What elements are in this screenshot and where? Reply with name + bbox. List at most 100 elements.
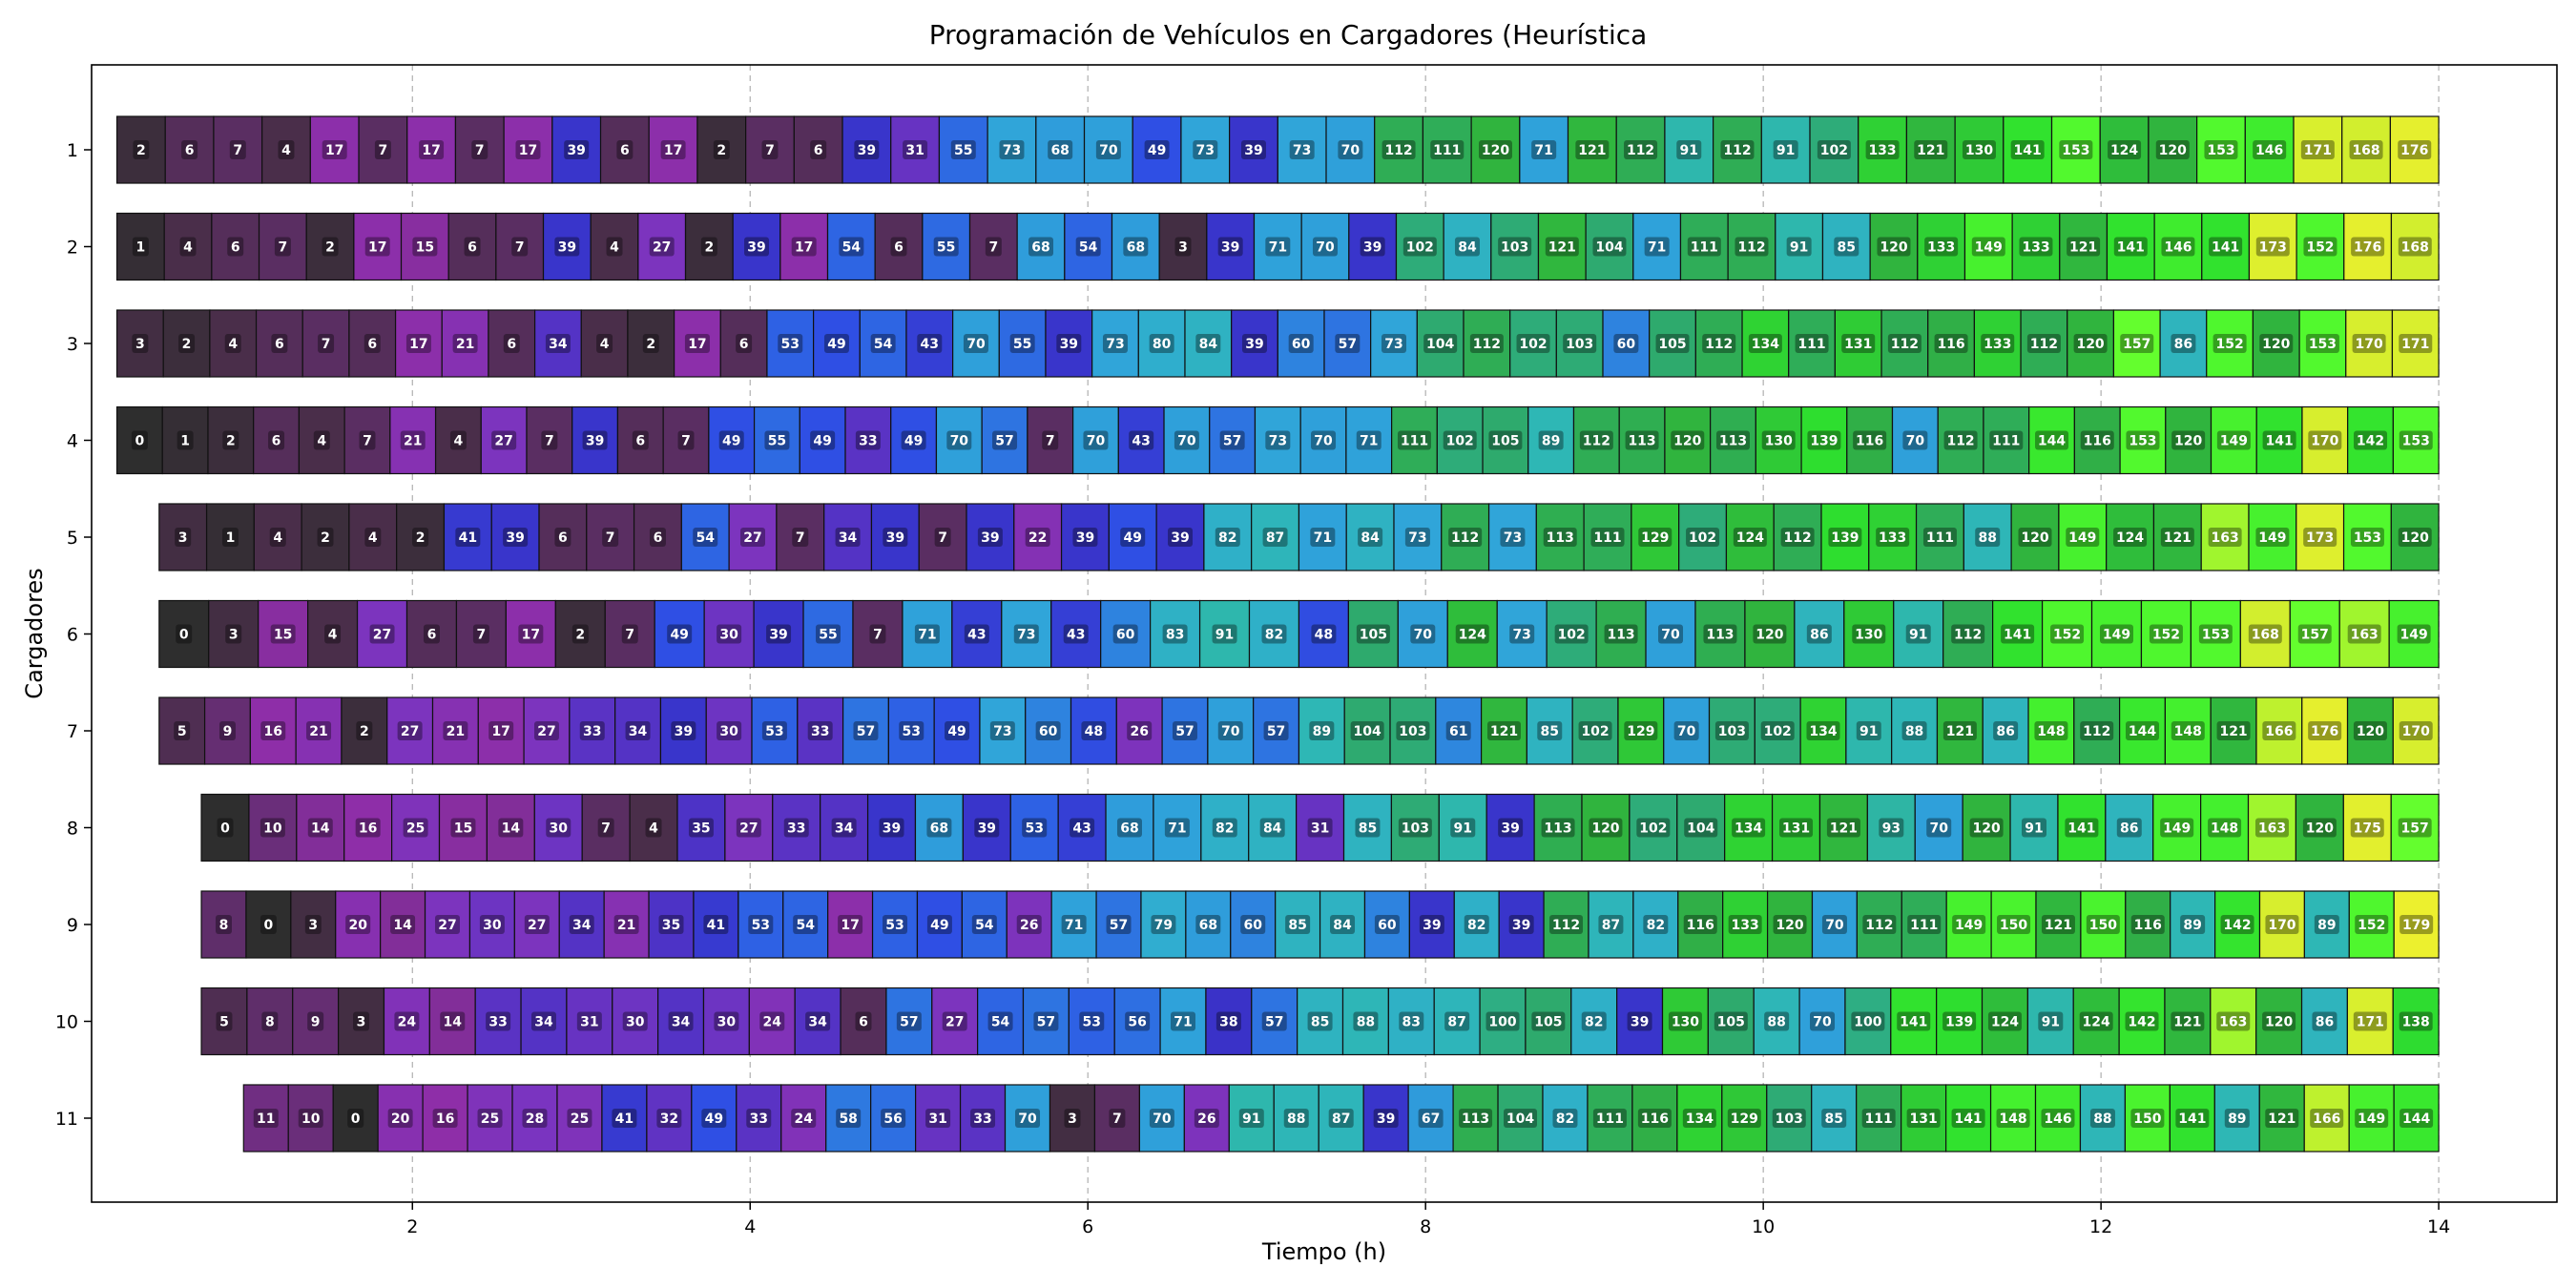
bar-label-box (1056, 334, 1082, 353)
bar-label-box (989, 721, 1015, 740)
bar-label: 27 (373, 628, 391, 643)
bar-label-box (1469, 334, 1504, 353)
bar-label-box (2308, 430, 2342, 450)
bar-label-box (1064, 1109, 1081, 1128)
bar-label: 39 (1363, 240, 1381, 256)
schedule-bar (1022, 987, 1070, 1056)
bar-label: 83 (1402, 1015, 1421, 1030)
bar-label-box (511, 237, 529, 257)
bar-label-box (1217, 237, 1243, 257)
bar-label-box (1464, 915, 1489, 934)
schedule-bar (2020, 309, 2068, 378)
bar-label: 33 (811, 724, 829, 739)
bar-label: 111 (1596, 1111, 1624, 1127)
bar-label: 6 (467, 240, 477, 256)
bar-label: 104 (1354, 724, 1381, 739)
bar-label-box (432, 1109, 458, 1128)
bar-label-box (554, 237, 580, 257)
bar-label-box (1996, 1109, 2030, 1128)
bar-label-box (766, 624, 792, 644)
bar-label: 120 (2357, 724, 2384, 739)
bar-label: 55 (937, 240, 955, 256)
bar-label-box (1682, 1109, 1716, 1128)
bar-label: 41 (459, 530, 477, 546)
bar-label: 15 (454, 821, 472, 837)
bar-label-box (1443, 430, 1477, 450)
schedule-bar (766, 309, 815, 378)
bar-label: 139 (1810, 434, 1838, 449)
bar-label-box (452, 334, 478, 353)
bar-label-box (1398, 818, 1432, 838)
bar-label-box (677, 430, 695, 450)
bar-label: 103 (1776, 1111, 1803, 1127)
bar-label-box (2303, 237, 2337, 257)
schedule-bar (1387, 987, 1435, 1056)
schedule-bar (938, 115, 988, 184)
bar-label: 116 (1641, 1111, 1669, 1127)
schedule-bar (2347, 405, 2394, 475)
bar-label: 49 (947, 724, 966, 739)
schedule-bar (2214, 890, 2261, 959)
bar-label-box (304, 915, 322, 934)
bar-label: 4 (228, 337, 238, 352)
bar-label: 148 (1999, 1111, 2026, 1127)
bar-label: 30 (717, 1015, 737, 1030)
bar-label: 157 (2401, 821, 2429, 837)
bar-label-box (222, 430, 239, 450)
bar-label-box (269, 528, 286, 547)
bar-label-box (881, 1109, 906, 1128)
schedule-bar (1013, 503, 1063, 571)
bar-label: 39 (567, 143, 585, 158)
bar-label-box (503, 334, 520, 353)
bar-label-box (1810, 1011, 1836, 1031)
bar-label-box (1821, 915, 1847, 934)
bar-label: 87 (1266, 530, 1284, 546)
schedule-bar (708, 405, 756, 475)
bar-label-box (2350, 528, 2384, 547)
bar-label-box (717, 721, 742, 740)
bar-label-box (855, 430, 881, 450)
charger-row-9: 8 0 3 20 14 27 30 27 34 21 35 41 53 54 17 53 49 54 26 71 57 7… (200, 890, 2440, 959)
bar-label-box (1396, 721, 1430, 740)
bar-label-box (1215, 1011, 1241, 1031)
schedule-bar (394, 309, 443, 378)
bar-label: 0 (264, 918, 274, 933)
schedule-bar (1771, 793, 1821, 862)
bar-label: 7 (475, 143, 485, 158)
bar-label-box (1355, 818, 1381, 838)
bar-label: 102 (1581, 724, 1609, 739)
schedule-bar (538, 503, 588, 571)
bar-label: 134 (1809, 724, 1837, 739)
bar-label-box (518, 624, 544, 644)
bar-label-box (2160, 528, 2194, 547)
bar-label: 17 (841, 918, 859, 933)
bar-label: 39 (769, 628, 787, 643)
bar-label-box (2399, 430, 2433, 450)
bar-label: 3 (1068, 1111, 1077, 1127)
bar-label-box (2349, 140, 2383, 159)
bar-label: 6 (367, 337, 377, 352)
schedule-bar (1391, 405, 1438, 475)
bar-label-box (1686, 528, 1720, 547)
bar-label-box (1307, 818, 1333, 838)
schedule-bar (2073, 696, 2121, 765)
bar-label: 120 (2262, 337, 2290, 352)
bar-label: 120 (1591, 821, 1619, 837)
x-tick-label: 4 (744, 1216, 756, 1237)
bar-label: 21 (447, 724, 465, 739)
schedule-bar (2389, 115, 2440, 184)
schedule-bar (348, 503, 398, 571)
bar-label-box (1821, 1109, 1847, 1128)
schedule-bar (931, 987, 979, 1056)
schedule-bar (307, 599, 359, 669)
bar-label: 39 (978, 821, 996, 837)
bar-label-box (1732, 818, 1766, 838)
bar-label-box (1164, 818, 1190, 838)
bar-label: 176 (2311, 724, 2338, 739)
bar-label-box (2216, 1011, 2251, 1031)
schedule-bar (292, 987, 340, 1056)
bar-label-box (2113, 528, 2148, 547)
bar-label-box (2116, 818, 2142, 838)
bar-label-box (1168, 528, 1194, 547)
bar-label: 53 (781, 337, 800, 352)
